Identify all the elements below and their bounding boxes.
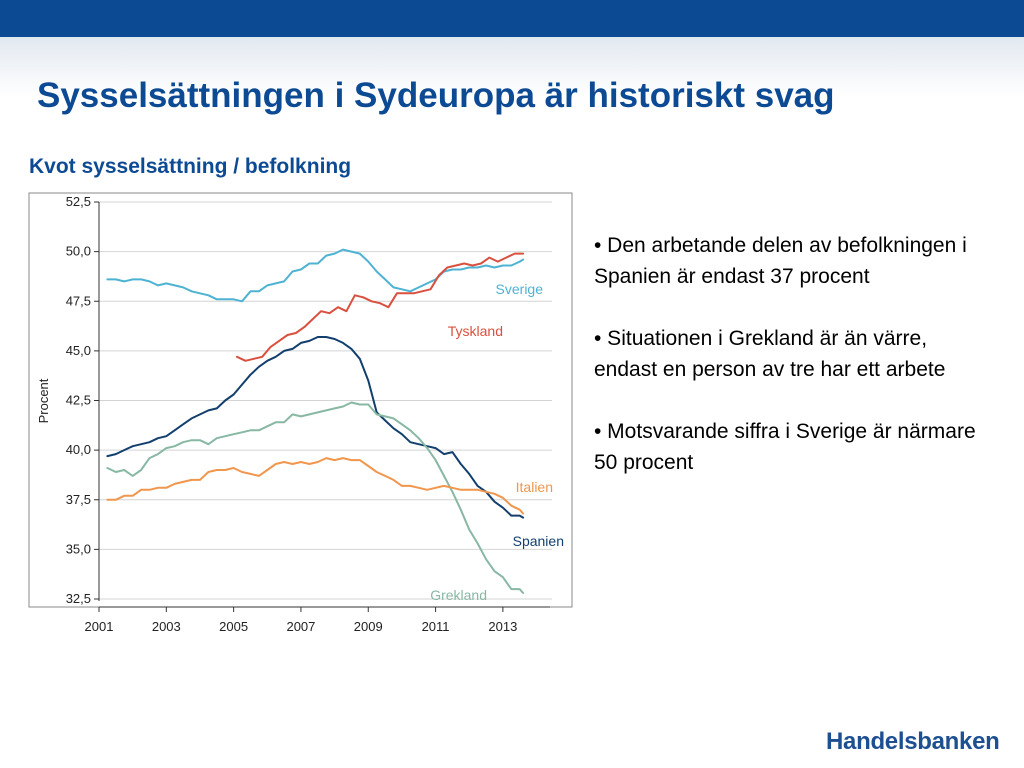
x-tick-label: 2009 [354,619,383,634]
series-line-spanien [106,336,525,519]
y-tick-label: 40,0 [66,442,91,457]
series-line-grekland [106,401,525,594]
series-label-sverige: Sverige [496,281,544,297]
x-tick-label: 2003 [152,619,181,634]
series-line-sverige [106,248,525,303]
grid-lines [99,201,552,600]
y-tick-label: 37,5 [66,492,91,507]
series-lines [106,248,525,594]
axes [98,202,550,608]
y-ticks: 32,5 35,0 37,5 40,0 42,5 45,0 47,5 50,0 52,5 [66,194,99,606]
x-tick-label: 2001 [85,619,114,634]
y-tick-label: 47,5 [66,293,91,308]
x-tick-label: 2011 [422,619,450,634]
series-label-grekland: Grekland [430,587,487,603]
header-band [0,0,1024,37]
series-line-tyskland [236,252,525,362]
bullet-sweden: • Motsvarande siffra i Sverige är närmar… [594,420,976,474]
handelsbanken-logo: Handelsbanken [826,728,1000,755]
header-gradient [0,37,1024,97]
y-tick-label: 52,5 [66,194,91,209]
series-label-italien: Italien [516,479,553,495]
series-labels: Sverige Tyskland Italien Spanien Grekland [430,281,564,603]
series-label-tyskland: Tyskland [448,323,503,339]
bullet-spain: • Den arbetande delen av befolkningen i … [594,234,967,288]
x-tick-label: 2007 [286,619,315,634]
x-tick-label: 2005 [219,619,248,634]
y-axis-title: Procent [36,378,51,423]
series-line-italien [106,457,525,515]
y-tick-label: 35,0 [66,541,91,556]
bullet-greece: • Situationen i Grekland är än värre, en… [594,327,946,381]
y-tick-label: 42,5 [66,393,91,408]
y-tick-label: 45,0 [66,343,91,358]
y-tick-label: 32,5 [66,591,91,606]
bullet-list: • Den arbetande delen av befolkningen i … [594,230,994,509]
x-ticks: 2001 2003 2005 2007 2009 2011 2013 [85,607,517,634]
y-tick-label: 50,0 [66,244,91,259]
chart-heading: Kvot sysselsättning / befolkning [29,155,352,178]
slide-title: Sysselsättningen i Sydeuropa är historis… [37,76,835,115]
x-tick-label: 2013 [488,619,517,634]
series-label-spanien: Spanien [513,533,564,549]
